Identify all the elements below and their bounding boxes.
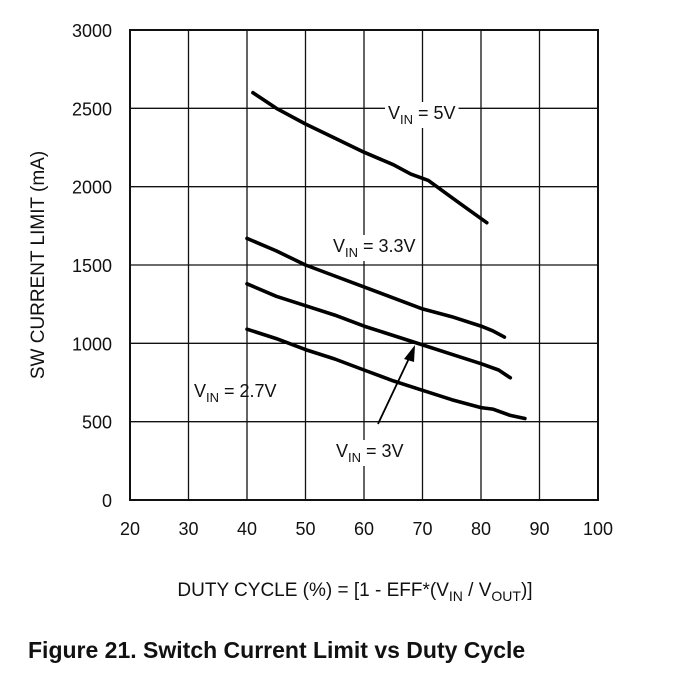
y-tick-label: 1500 — [72, 256, 112, 276]
series-annotations: VIN = 5V VIN = 3.3V VIN = 3V VIN = 2.7V — [194, 102, 459, 466]
svg-text:VIN = 2.7V: VIN = 2.7V — [194, 381, 277, 405]
x-tick-label: 50 — [295, 519, 315, 539]
x-tick-label: 60 — [354, 519, 374, 539]
y-tick-label: 1000 — [72, 334, 112, 354]
y-tick-label: 500 — [82, 413, 112, 433]
y-tick-label: 2000 — [72, 178, 112, 198]
svg-text:VIN = 3V: VIN = 3V — [336, 441, 404, 465]
y-tick-label: 2500 — [72, 99, 112, 119]
x-tick-label: 90 — [529, 519, 549, 539]
plot-frame — [129, 29, 599, 501]
series-label-1: VIN = 3.3V — [330, 235, 419, 261]
y-tick-label: 3000 — [72, 21, 112, 41]
x-axis-title: DUTY CYCLE (%) = [1 - EFF*(VIN / VOUT)] — [177, 580, 532, 604]
x-tick-label: 30 — [178, 519, 198, 539]
y-axis-title: SW CURRENT LIMIT (mA) — [28, 151, 49, 379]
series-lines — [245, 90, 527, 421]
figure-caption: Figure 21. Switch Current Limit vs Duty … — [28, 637, 525, 663]
grid-layer — [129, 29, 599, 501]
svg-text:VIN = 5V: VIN = 5V — [388, 103, 456, 127]
y-tick-labels: 0 500 1000 1500 2000 2500 3000 — [72, 21, 112, 511]
series-label-3: VIN = 2.7V — [194, 381, 277, 405]
series-line-3 — [245, 327, 527, 421]
x-tick-label: 80 — [471, 519, 491, 539]
series-label-2: VIN = 3V — [333, 440, 407, 466]
series-line-0 — [251, 90, 489, 225]
x-tick-labels: 20 30 40 50 60 70 80 90 100 — [120, 519, 613, 539]
y-tick-label: 0 — [102, 491, 112, 511]
svg-text:VIN = 3.3V: VIN = 3.3V — [333, 236, 416, 260]
series-line-2 — [245, 281, 513, 380]
x-tick-label: 100 — [583, 519, 613, 539]
series-line-1 — [245, 236, 507, 339]
series-label-0: VIN = 5V — [385, 102, 459, 128]
x-tick-label: 40 — [237, 519, 257, 539]
x-tick-label: 20 — [120, 519, 140, 539]
annotation-arrow — [377, 345, 415, 425]
x-tick-label: 70 — [412, 519, 432, 539]
